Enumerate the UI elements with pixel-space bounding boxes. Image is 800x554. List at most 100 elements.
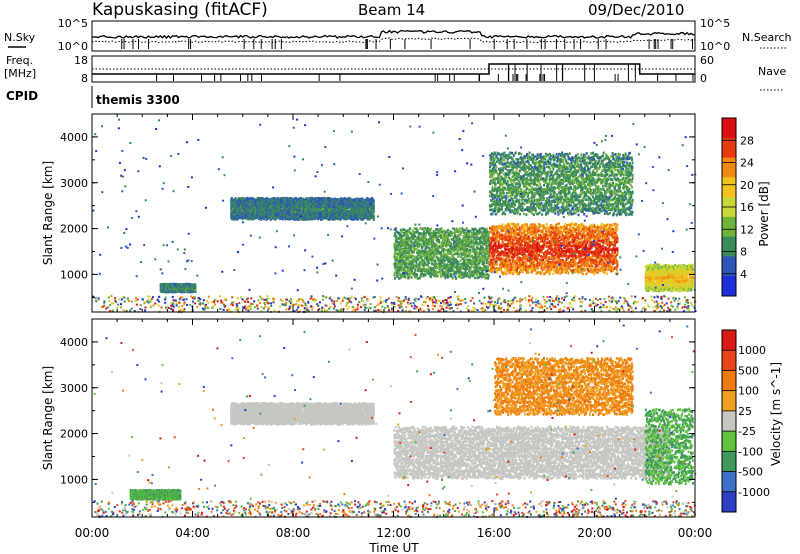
- power-cell: [299, 197, 302, 200]
- power-cell: [244, 213, 247, 217]
- power-cell: [252, 201, 255, 205]
- power-cell: [483, 261, 486, 265]
- power-cell: [421, 234, 424, 238]
- power-cell: [400, 264, 403, 268]
- power-cell: [325, 200, 327, 203]
- power-cell: [414, 241, 417, 244]
- power-cell: [456, 244, 459, 248]
- power-cell: [404, 237, 407, 241]
- power-cell: [524, 249, 527, 253]
- power-cell: [313, 217, 316, 221]
- power-cell: [431, 256, 434, 260]
- power-cell: [401, 228, 404, 231]
- power-cell: [440, 236, 442, 240]
- power-cell: [443, 262, 446, 266]
- power-cell: [343, 197, 346, 200]
- power-cell: [456, 227, 459, 231]
- power-cell: [413, 255, 416, 259]
- power-cell: [433, 268, 436, 272]
- power-cell: [505, 248, 508, 251]
- power-cell: [322, 205, 325, 209]
- power-cell: [411, 260, 414, 264]
- power-cell: [440, 274, 443, 277]
- power-cell: [332, 204, 335, 208]
- power-cell: [443, 243, 446, 246]
- power-cell: [353, 202, 356, 206]
- power-cell: [446, 272, 449, 276]
- power-cell: [426, 257, 429, 261]
- power-cell: [521, 244, 523, 247]
- power-cell: [529, 230, 532, 233]
- power-cell: [521, 240, 524, 243]
- power-cell: [367, 216, 370, 220]
- power-cell: [445, 253, 448, 256]
- power-cell: [424, 237, 427, 241]
- power-cell: [411, 251, 414, 255]
- power-cell: [487, 233, 490, 237]
- power-cell: [420, 249, 423, 253]
- power-cell: [238, 201, 241, 205]
- power-cell: [427, 253, 430, 256]
- power-cell: [442, 264, 445, 268]
- power-cell: [394, 249, 397, 253]
- power-cell: [322, 212, 325, 215]
- power-cell: [501, 223, 504, 226]
- power-cell: [302, 210, 305, 214]
- power-cell: [468, 245, 471, 249]
- power-cell: [372, 218, 375, 221]
- power-cell: [441, 269, 444, 273]
- power-cell: [456, 262, 459, 266]
- power-cell: [424, 273, 427, 277]
- power-cell: [393, 255, 396, 259]
- power-cell: [399, 276, 402, 279]
- power-cell: [327, 213, 330, 217]
- power-cell: [458, 229, 461, 233]
- power-cell: [460, 241, 463, 244]
- power-cell: [324, 216, 327, 219]
- power-cell: [348, 200, 351, 204]
- beam-title: Beam 14: [358, 1, 425, 19]
- power-cell: [448, 238, 451, 242]
- power-cell: [469, 242, 472, 245]
- power-cell: [514, 253, 517, 257]
- power-cell: [409, 260, 412, 263]
- power-cell: [443, 235, 446, 238]
- power-cell: [466, 267, 469, 271]
- power-cell: [421, 249, 424, 253]
- power-cell: [423, 252, 426, 255]
- power-cell: [393, 242, 396, 246]
- power-cell: [242, 206, 245, 210]
- power-cell: [465, 252, 468, 256]
- power-cell: [395, 229, 398, 233]
- power-cell: [369, 205, 372, 208]
- power-cell: [331, 216, 334, 220]
- power-cell: [418, 245, 420, 248]
- power-cell: [426, 246, 429, 249]
- power-cell: [413, 242, 415, 246]
- power-cell: [402, 240, 405, 243]
- power-cell: [365, 201, 368, 204]
- power-cell: [460, 276, 463, 280]
- power-cell: [526, 226, 529, 229]
- power-cell: [436, 237, 439, 240]
- power-cell: [469, 248, 472, 252]
- power-cell: [404, 248, 407, 251]
- power-cell: [418, 256, 421, 260]
- power-cell: [434, 251, 437, 254]
- power-cell: [394, 242, 397, 245]
- power-cell: [455, 230, 458, 234]
- power-cell: [435, 248, 437, 251]
- power-cell: [419, 266, 422, 269]
- power-cell: [450, 241, 452, 245]
- power-cell: [451, 264, 454, 268]
- power-cell: [370, 196, 373, 200]
- power-cell: [326, 202, 329, 206]
- power-cell: [504, 250, 507, 254]
- power-cell: [311, 204, 314, 208]
- power-cell: [423, 242, 425, 246]
- power-cell: [401, 244, 404, 247]
- power-cell: [429, 253, 432, 256]
- power-cell: [333, 218, 336, 221]
- power-cell: [237, 205, 240, 208]
- power-cell: [394, 227, 397, 230]
